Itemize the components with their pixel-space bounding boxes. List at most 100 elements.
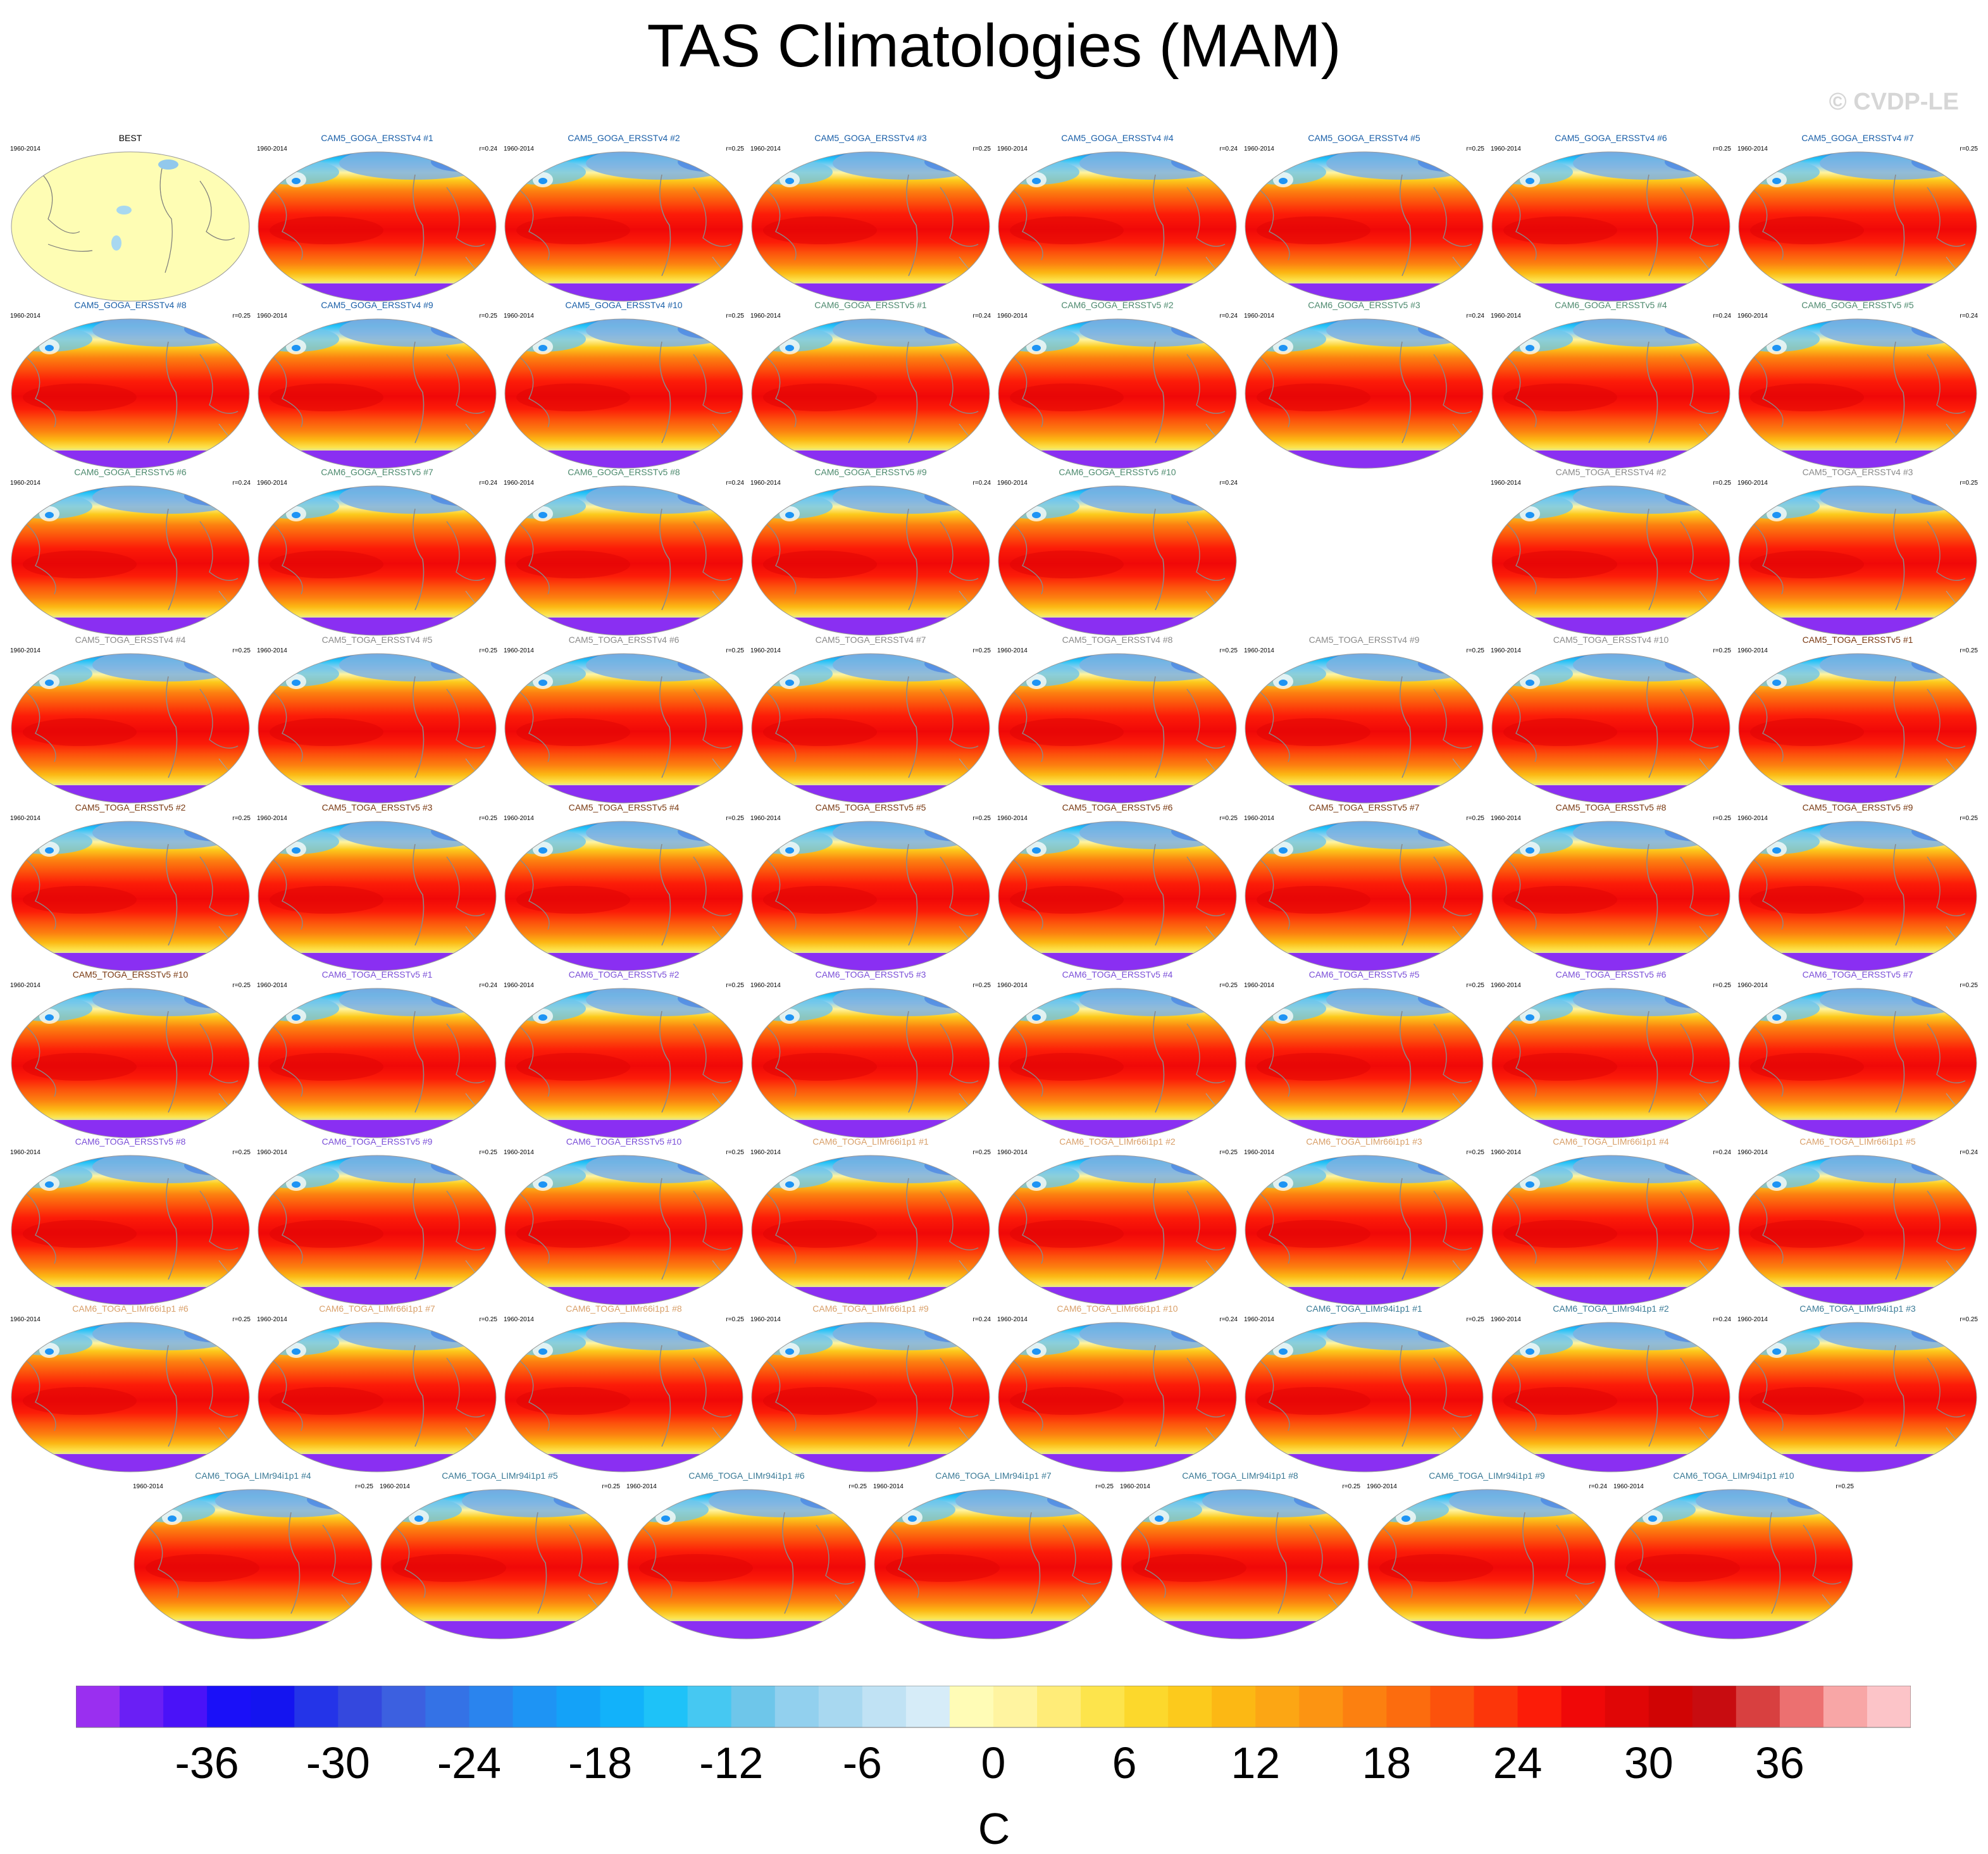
panel-title: CAM5_GOGA_ERSSTv4 #4 [1061, 133, 1174, 143]
panel-correlation: r=0.24 [1960, 1149, 1978, 1156]
panel-correlation: r=0.25 [479, 313, 497, 320]
panel-period: 1960-2014 [750, 982, 781, 989]
colorbar-swatch [1779, 1686, 1824, 1727]
colorbar-tick-label: 18 [1362, 1738, 1411, 1788]
panel-correlation: r=0.25 [972, 982, 991, 989]
colorbar-swatch [251, 1686, 295, 1727]
panel-correlation: r=0.25 [726, 1316, 744, 1323]
panel-period: 1960-2014 [626, 1483, 657, 1490]
panel-title: CAM6_TOGA_LIMr66i1p1 #3 [1306, 1136, 1422, 1147]
panel-period: 1960-2014 [1737, 480, 1768, 487]
map-panel: CAM6_GOGA_ERSSTv5 #2 1960-2014 r=0.24 [997, 300, 1238, 472]
colorbar-swatch [120, 1686, 164, 1727]
panel-period: 1960-2014 [750, 480, 781, 487]
panel-title: CAM6_TOGA_LIMr94i1p1 #6 [688, 1471, 805, 1481]
panel-period: 1960-2014 [504, 313, 534, 320]
colorbar-swatch [818, 1686, 863, 1727]
map-panel: CAM5_TOGA_ERSSTv5 #3 1960-2014 r=0.25 [257, 802, 497, 974]
panel-title: CAM6_TOGA_LIMr66i1p1 #7 [319, 1303, 435, 1314]
panel-period: 1960-2014 [10, 982, 40, 989]
panel-correlation: r=0.25 [726, 146, 744, 152]
map-panel: CAM5_TOGA_ERSSTv4 #5 1960-2014 r=0.25 [257, 635, 497, 807]
panel-correlation: r=0.25 [232, 1316, 251, 1323]
colorbar-tick-label: -36 [175, 1738, 239, 1788]
panel-period: 1960-2014 [257, 480, 287, 487]
panel-period: 1960-2014 [504, 480, 534, 487]
panel-correlation: r=0.25 [1466, 1149, 1484, 1156]
panel-period: 1960-2014 [997, 982, 1028, 989]
panel-correlation: r=0.24 [479, 982, 497, 989]
panel-period: 1960-2014 [997, 1149, 1028, 1156]
model-globe-map [1614, 1489, 1853, 1639]
panel-period: 1960-2014 [257, 815, 287, 822]
colorbar-swatch [469, 1686, 513, 1727]
colorbar-swatch [382, 1686, 426, 1727]
map-panel: CAM5_TOGA_ERSSTv5 #10 1960-2014 r=0.25 [10, 969, 251, 1142]
panel-period: 1960-2014 [1491, 313, 1521, 320]
model-globe-map [1491, 1322, 1730, 1472]
panel-title: CAM5_TOGA_ERSSTv5 #6 [1062, 802, 1173, 812]
colorbar-swatch [163, 1686, 208, 1727]
model-globe-map [1738, 653, 1977, 804]
model-globe-map [1121, 1489, 1360, 1639]
panel-period: 1960-2014 [1244, 982, 1274, 989]
panel-period: 1960-2014 [257, 982, 287, 989]
panel-correlation: r=0.24 [972, 480, 991, 487]
panel-period: 1960-2014 [1491, 1316, 1521, 1323]
map-panel: CAM6_TOGA_ERSSTv5 #8 1960-2014 r=0.25 [10, 1136, 251, 1309]
model-globe-map [751, 485, 990, 636]
colorbar-swatch [643, 1686, 688, 1727]
colorbar-swatch [294, 1686, 339, 1727]
model-globe-map [1245, 151, 1484, 302]
model-globe-map [258, 485, 497, 636]
panel-title: CAM5_GOGA_ERSSTv4 #3 [814, 133, 927, 143]
panel-correlation: r=0.25 [1095, 1483, 1114, 1490]
panel-period: 1960-2014 [1737, 815, 1768, 822]
panel-title: CAM6_TOGA_ERSSTv5 #4 [1062, 969, 1173, 980]
panel-period: 1960-2014 [10, 1149, 40, 1156]
panel-correlation: r=0.24 [1589, 1483, 1607, 1490]
colorbar-tick-label: -30 [306, 1738, 370, 1788]
panel-period: 1960-2014 [1367, 1483, 1397, 1490]
model-globe-map [11, 1155, 250, 1305]
colorbar-swatch [1386, 1686, 1431, 1727]
panel-period: 1960-2014 [10, 480, 40, 487]
panel-period: 1960-2014 [750, 815, 781, 822]
panel-correlation: r=0.24 [1466, 313, 1484, 320]
map-panel: CAM5_TOGA_ERSSTv5 #8 1960-2014 r=0.25 [1491, 802, 1731, 974]
panel-correlation: r=0.25 [1836, 1483, 1854, 1490]
panel-correlation: r=0.25 [1342, 1483, 1360, 1490]
map-panel: CAM5_GOGA_ERSSTv4 #3 1960-2014 r=0.25 [750, 133, 991, 305]
panel-correlation: r=0.25 [1219, 982, 1238, 989]
map-panel: CAM6_GOGA_ERSSTv5 #7 1960-2014 r=0.24 [257, 467, 497, 639]
model-globe-map [504, 151, 743, 302]
panel-correlation: r=0.25 [1219, 647, 1238, 654]
panel-period: 1960-2014 [1244, 815, 1274, 822]
panel-correlation: r=0.25 [1466, 647, 1484, 654]
panel-title: CAM6_TOGA_ERSSTv5 #6 [1555, 969, 1667, 980]
panel-period: 1960-2014 [1120, 1483, 1150, 1490]
panel-title: CAM6_TOGA_LIMr94i1p1 #7 [935, 1471, 1052, 1481]
panel-correlation: r=0.24 [972, 1316, 991, 1323]
model-globe-map [504, 318, 743, 469]
model-globe-map [751, 151, 990, 302]
map-panel: CAM5_TOGA_ERSSTv5 #1 1960-2014 r=0.25 [1737, 635, 1978, 807]
panel-period: 1960-2014 [1737, 313, 1768, 320]
panel-period: 1960-2014 [10, 815, 40, 822]
panel-correlation: r=0.25 [848, 1483, 867, 1490]
panel-title: CAM5_TOGA_ERSSTv5 #3 [321, 802, 433, 812]
model-globe-map [504, 653, 743, 804]
colorbar-swatch [338, 1686, 382, 1727]
panel-title: CAM6_GOGA_ERSSTv5 #9 [814, 467, 927, 477]
panel-period: 1960-2014 [997, 480, 1028, 487]
model-globe-map [1367, 1489, 1606, 1639]
panel-period: 1960-2014 [133, 1483, 163, 1490]
model-globe-map [258, 318, 497, 469]
panel-period: 1960-2014 [1244, 146, 1274, 152]
map-panel: CAM6_TOGA_LIMr94i1p1 #5 1960-2014 r=0.25 [380, 1471, 620, 1643]
map-panel: CAM6_TOGA_LIMr94i1p1 #7 1960-2014 r=0.25 [873, 1471, 1114, 1643]
panel-title: CAM5_TOGA_ERSSTv4 #10 [1553, 635, 1669, 645]
panel-correlation: r=0.25 [1219, 1149, 1238, 1156]
panel-correlation: r=0.25 [232, 647, 251, 654]
panel-correlation: r=0.25 [726, 647, 744, 654]
